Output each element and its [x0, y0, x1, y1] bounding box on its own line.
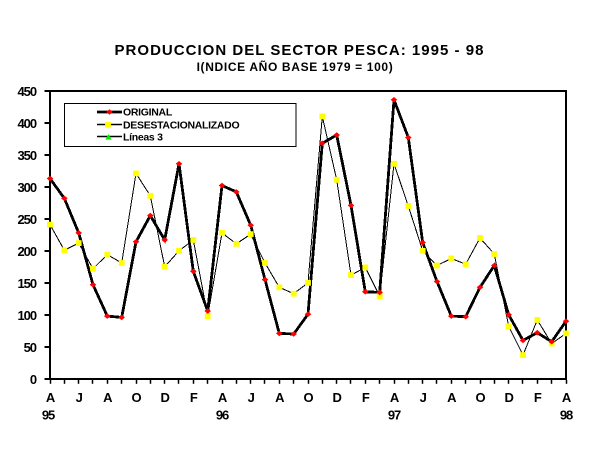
svg-text:A: A: [103, 390, 113, 405]
svg-text:Líneas 3: Líneas 3: [123, 131, 163, 143]
svg-text:A: A: [218, 390, 228, 405]
svg-text:I(NDICE AÑO BASE 1979 = 100): I(NDICE AÑO BASE 1979 = 100): [197, 59, 394, 74]
svg-text:A: A: [275, 390, 285, 405]
svg-text:A: A: [46, 390, 56, 405]
svg-text:J: J: [76, 390, 83, 405]
svg-text:450: 450: [17, 84, 36, 99]
svg-text:PRODUCCION DEL SECTOR PESCA: 1: PRODUCCION DEL SECTOR PESCA: 1995 - 98: [115, 42, 485, 59]
svg-text:300: 300: [17, 180, 36, 195]
svg-text:F: F: [362, 390, 370, 405]
svg-text:100: 100: [17, 308, 36, 323]
svg-text:150: 150: [17, 276, 36, 291]
svg-text:DESESTACIONALIZADO: DESESTACIONALIZADO: [123, 119, 239, 131]
svg-text:D: D: [333, 390, 342, 405]
svg-text:ORIGINAL: ORIGINAL: [123, 107, 173, 119]
svg-text:350: 350: [17, 148, 36, 163]
svg-text:D: D: [161, 390, 170, 405]
svg-text:F: F: [190, 390, 198, 405]
svg-text:A: A: [447, 390, 457, 405]
svg-text:O: O: [303, 390, 313, 405]
svg-text:F: F: [534, 390, 542, 405]
svg-text:A: A: [390, 390, 400, 405]
svg-text:95: 95: [42, 408, 55, 423]
svg-text:O: O: [475, 390, 485, 405]
svg-text:96: 96: [216, 408, 229, 423]
svg-text:J: J: [248, 390, 255, 405]
svg-text:50: 50: [24, 340, 37, 355]
svg-text:0: 0: [30, 372, 37, 387]
svg-text:D: D: [505, 390, 514, 405]
svg-text:97: 97: [388, 408, 401, 423]
svg-text:400: 400: [17, 116, 36, 131]
svg-text:A: A: [562, 390, 572, 405]
svg-text:O: O: [131, 390, 141, 405]
svg-text:J: J: [420, 390, 427, 405]
svg-text:250: 250: [17, 212, 36, 227]
svg-text:98: 98: [560, 408, 573, 423]
svg-text:200: 200: [17, 244, 36, 259]
